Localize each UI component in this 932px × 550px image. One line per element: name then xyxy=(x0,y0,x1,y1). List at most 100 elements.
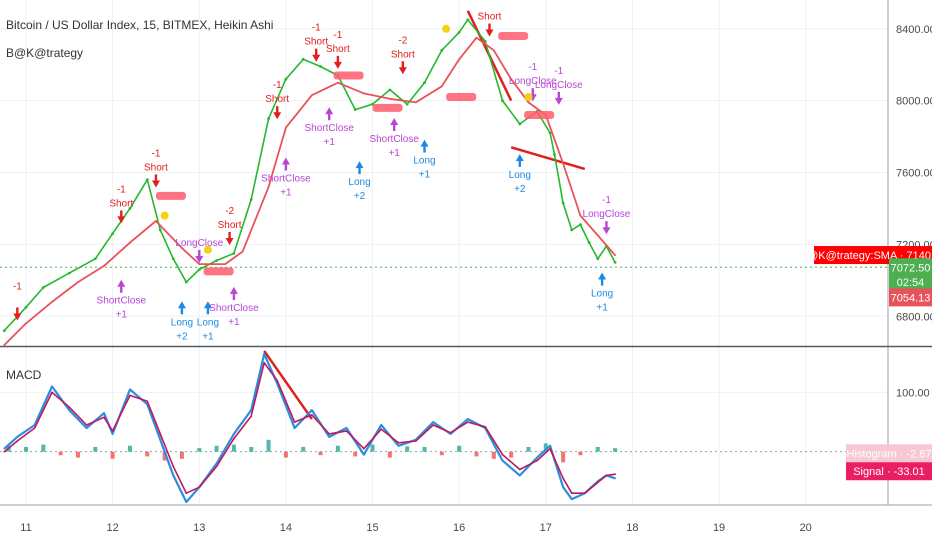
sma-point xyxy=(103,265,105,267)
price-point xyxy=(483,39,487,43)
price-point xyxy=(184,280,188,284)
macd-point xyxy=(129,388,131,391)
short-close-label: ShortClose xyxy=(209,303,259,314)
histogram-bar xyxy=(197,448,202,452)
signal-point xyxy=(293,421,296,423)
price-point xyxy=(570,228,574,232)
signal-point xyxy=(536,459,539,462)
sma-point xyxy=(310,94,313,97)
macd-point xyxy=(614,477,617,480)
sma-point xyxy=(224,263,227,266)
signal-point xyxy=(605,474,608,477)
signal-point xyxy=(484,425,487,428)
short-label: Short xyxy=(109,198,133,209)
pending-order-marker xyxy=(498,31,529,40)
price-point xyxy=(501,99,504,103)
long-label: Long xyxy=(413,156,435,167)
macd-trend-line xyxy=(263,350,313,420)
long-arrow-stem xyxy=(206,307,210,315)
histogram-bar xyxy=(41,444,46,452)
macd-tick-label: 100.00 xyxy=(896,387,930,399)
short-label: Short xyxy=(478,12,502,23)
histogram-bar xyxy=(179,451,184,459)
short-count: -1 xyxy=(151,148,160,159)
long-arrow-icon xyxy=(515,153,524,161)
macd-point xyxy=(562,486,565,489)
macd-point xyxy=(263,353,266,355)
signal-point xyxy=(345,430,348,432)
long-count: +1 xyxy=(202,331,214,342)
symbol-legend[interactable]: Bitcoin / US Dollar Index, 15, BITMEX, H… xyxy=(6,18,274,32)
long-count: +2 xyxy=(176,331,188,342)
sma-point xyxy=(77,281,79,284)
short-label: Short xyxy=(218,220,242,231)
price-tag xyxy=(889,273,932,292)
signal-point xyxy=(549,447,552,450)
signal-point xyxy=(596,481,599,484)
macd-value-tag-text: Histogram · -2.67 xyxy=(847,448,932,460)
x-tick-label: 15 xyxy=(366,522,378,534)
grid xyxy=(0,0,888,505)
histogram-bar xyxy=(23,446,28,452)
histogram-bar xyxy=(387,451,392,458)
signal-point xyxy=(51,391,53,394)
signal-point xyxy=(159,433,162,435)
histogram-bar xyxy=(613,448,618,452)
strategy-legend[interactable]: B@K@trategy xyxy=(6,46,84,60)
short-close-arrow-icon xyxy=(117,279,126,287)
long-arrow-icon xyxy=(420,139,429,147)
macd-value-tag xyxy=(846,462,932,481)
short-arrow-icon xyxy=(312,54,321,62)
long-close-arrow-icon xyxy=(554,97,563,105)
price-tag-text: 7072.50 xyxy=(891,262,931,274)
macd-point xyxy=(111,433,114,435)
x-tick-label: 14 xyxy=(280,522,292,534)
histogram-bar xyxy=(595,446,600,452)
macd-point xyxy=(397,444,400,447)
macd-value-tag xyxy=(846,444,932,463)
x-tick-label: 13 xyxy=(193,522,205,534)
sma-point xyxy=(458,58,461,61)
signal-line xyxy=(3,362,616,494)
short-close-arrow-icon xyxy=(229,286,238,294)
short-label: Short xyxy=(304,37,328,48)
x-tick-label: 18 xyxy=(626,522,638,534)
macd-point xyxy=(570,498,573,500)
long-count: +2 xyxy=(354,191,366,202)
long-close-arrow-stem xyxy=(557,91,560,99)
x-tick-label: 20 xyxy=(800,522,812,534)
signal-point xyxy=(33,427,36,429)
macd-point xyxy=(501,459,504,462)
short-count: -1 xyxy=(312,23,321,34)
signal-point xyxy=(263,361,266,364)
short-count: -1 xyxy=(13,281,22,292)
short-arrow-stem xyxy=(228,231,231,239)
long-arrow-stem xyxy=(600,278,604,286)
histogram-bar xyxy=(249,446,254,452)
histogram-bar xyxy=(509,451,514,458)
short-arrow-icon xyxy=(225,237,234,245)
price-point xyxy=(67,271,71,275)
sma-point xyxy=(3,344,6,346)
histogram-bar xyxy=(214,445,219,452)
trend-line xyxy=(510,146,586,171)
signal-point xyxy=(85,424,88,426)
sma-point xyxy=(362,92,365,95)
price-point xyxy=(553,153,556,156)
short-close-label: ShortClose xyxy=(97,296,147,307)
macd-line xyxy=(3,352,616,504)
signal-point xyxy=(146,400,149,403)
histogram-bar xyxy=(439,451,444,456)
signal-point xyxy=(501,453,504,456)
pending-order-marker xyxy=(333,71,364,80)
signal-point xyxy=(233,437,235,440)
macd-point xyxy=(293,427,296,429)
signal-point xyxy=(276,379,279,382)
histogram-bar xyxy=(526,446,531,452)
histogram-bar xyxy=(301,446,306,452)
macd-point xyxy=(432,421,435,423)
short-label: Short xyxy=(326,44,350,55)
macd-point xyxy=(549,444,552,447)
macd-legend[interactable]: MACD xyxy=(6,368,42,382)
